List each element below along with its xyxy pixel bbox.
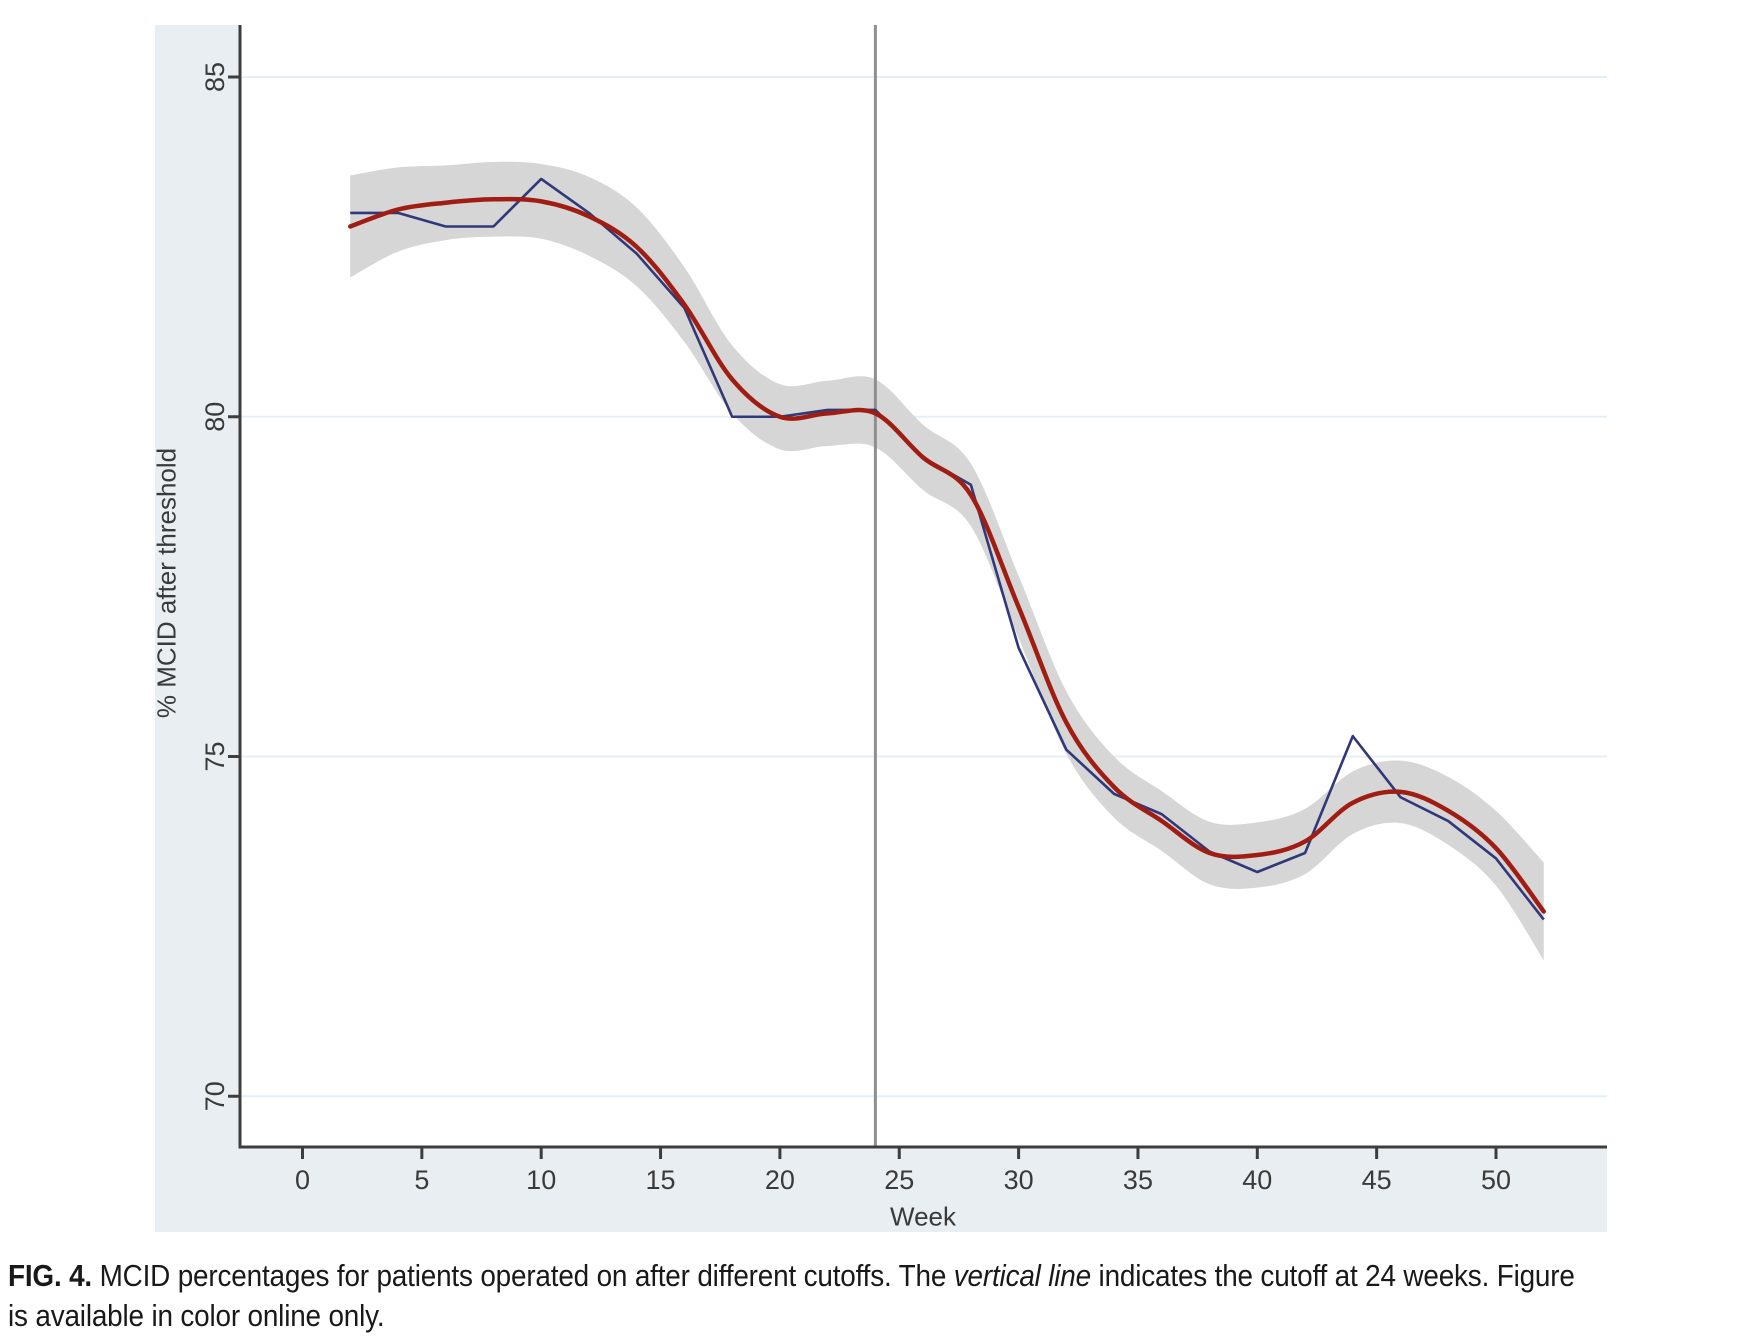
- chart-svg: 70 75 80 85 0 5 10 15 20 25 30 35 40 45 50: [200, 25, 1607, 1195]
- svg-text:10: 10: [526, 1165, 556, 1195]
- y-axis-title: % MCID after threshold: [151, 447, 182, 719]
- y-axis-ticks: 70 75 80 85: [200, 62, 240, 1111]
- caption-text-2: indicates the cutoff at 24 weeks. Figure: [1090, 1258, 1575, 1293]
- x-axis-ticks: 0 5 10 15 20 25 30 35 40 45 50: [295, 1147, 1511, 1195]
- svg-text:20: 20: [765, 1165, 795, 1195]
- svg-text:45: 45: [1362, 1165, 1392, 1195]
- svg-text:25: 25: [884, 1165, 914, 1195]
- svg-text:85: 85: [200, 62, 230, 92]
- svg-text:35: 35: [1123, 1165, 1153, 1195]
- svg-text:75: 75: [200, 741, 230, 771]
- caption-line-2: is available in color online only.: [8, 1298, 385, 1333]
- svg-text:5: 5: [414, 1165, 429, 1195]
- svg-text:30: 30: [1004, 1165, 1034, 1195]
- caption-text-1: MCID percentages for patients operated o…: [92, 1258, 954, 1293]
- svg-text:15: 15: [646, 1165, 676, 1195]
- svg-text:80: 80: [200, 402, 230, 432]
- figure-caption: FIG. 4. MCID percentages for patients op…: [8, 1256, 1752, 1336]
- svg-text:70: 70: [200, 1081, 230, 1111]
- gridlines: [240, 76, 1607, 1098]
- x-axis-title: Week: [890, 1201, 956, 1232]
- caption-italic-phrase: vertical line: [953, 1258, 1091, 1293]
- caption-fig-label: FIG. 4.: [8, 1258, 93, 1293]
- smoothed-line: [347, 196, 1546, 914]
- svg-text:50: 50: [1481, 1165, 1511, 1195]
- figure-panel: 70 75 80 85 0 5 10 15 20 25 30 35 40 45 50 % MCID afte…: [151, 25, 1607, 1232]
- svg-text:40: 40: [1242, 1165, 1272, 1195]
- axes: [238, 25, 1607, 1149]
- svg-text:0: 0: [295, 1165, 310, 1195]
